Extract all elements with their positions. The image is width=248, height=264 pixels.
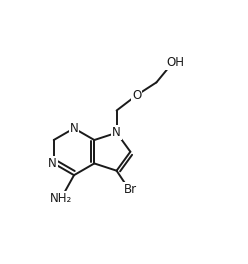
Text: NH₂: NH₂: [50, 192, 72, 205]
Text: O: O: [132, 89, 141, 102]
Text: N: N: [70, 122, 78, 135]
Text: Br: Br: [124, 183, 137, 196]
Text: OH: OH: [166, 56, 184, 69]
Text: N: N: [48, 157, 57, 170]
Text: N: N: [112, 126, 121, 139]
